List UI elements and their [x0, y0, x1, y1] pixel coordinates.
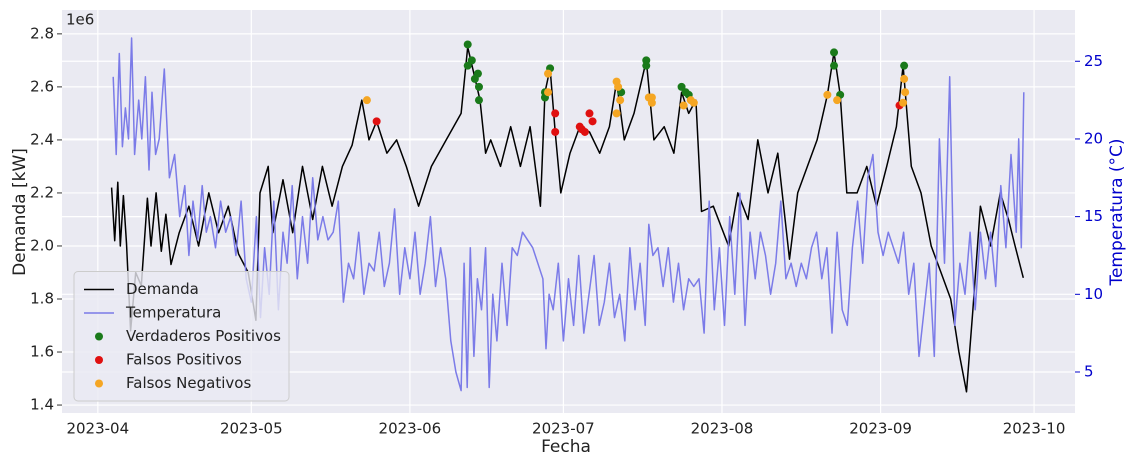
point — [362, 96, 371, 105]
y2-tick-label: 20 — [1084, 129, 1103, 147]
point — [642, 61, 651, 70]
y-tick-label: 1.4 — [30, 396, 54, 414]
point — [544, 88, 553, 97]
x-tick-label: 2023-09 — [849, 420, 912, 438]
legend-swatch — [95, 356, 103, 364]
point — [463, 40, 472, 49]
point — [588, 117, 597, 126]
y2-axis-label: Temperatura (°C) — [1107, 138, 1127, 286]
point — [830, 61, 839, 70]
point — [647, 98, 656, 107]
x-tick-label: 2023-04 — [66, 420, 129, 438]
point — [467, 56, 476, 65]
y-tick-label: 2.8 — [30, 24, 54, 42]
x-tick-label: 2023-10 — [1003, 420, 1066, 438]
point — [900, 61, 909, 70]
point — [551, 127, 560, 136]
point — [544, 69, 553, 78]
ticks: 2023-04 2023-05 2023-06 2023-07 2023-08 2023-… — [30, 24, 1103, 437]
point — [474, 82, 483, 91]
x-tick-label: 2023-06 — [379, 420, 442, 438]
legend-label: Falsos Negativos — [126, 374, 251, 392]
point — [614, 82, 623, 91]
point — [580, 127, 589, 136]
y-offset-label: 1e6 — [66, 11, 94, 29]
point — [900, 74, 909, 83]
y-tick-label: 1.8 — [30, 289, 54, 307]
legend-label: Temperatura — [125, 304, 221, 322]
line — [112, 37, 1025, 392]
legend-box — [73, 271, 290, 402]
point — [679, 101, 688, 110]
x-tick-label: 2023-05 — [220, 420, 283, 438]
point — [830, 48, 839, 57]
y2-tick-label: 10 — [1084, 285, 1103, 303]
point — [616, 96, 625, 105]
point — [689, 98, 698, 107]
y-tick-label: 2.4 — [30, 130, 54, 148]
y-tick-label: 2.0 — [30, 236, 54, 254]
marks — [110, 37, 1025, 393]
line — [110, 46, 1025, 393]
x-axis-label: Fecha — [541, 437, 591, 457]
legend-label: Verdaderos Positivos — [126, 327, 281, 345]
y2-tick-label: 5 — [1084, 362, 1094, 380]
point — [585, 109, 594, 118]
point — [899, 98, 908, 107]
y2-tick-label: 25 — [1084, 52, 1103, 70]
point — [901, 88, 910, 97]
legend-swatch — [95, 379, 103, 388]
legend-label: Falsos Positivos — [126, 351, 242, 369]
point — [823, 90, 832, 99]
y-tick-label: 1.6 — [30, 343, 54, 361]
point — [612, 109, 621, 118]
point — [474, 96, 483, 105]
y-tick-label: 2.6 — [30, 77, 54, 95]
point — [551, 109, 560, 118]
point — [372, 117, 381, 126]
y-tick-label: 2.2 — [30, 183, 54, 201]
x-tick-label: 2023-08 — [691, 420, 754, 438]
y2-tick-label: 15 — [1084, 207, 1103, 225]
y-axis-label: Demanda [kW] — [10, 148, 30, 276]
legend-label: Demanda — [126, 280, 199, 298]
legend-swatch — [95, 332, 103, 341]
point — [473, 69, 482, 78]
x-tick-label: 2023-07 — [532, 420, 595, 438]
legend: Demanda Temperatura Verdaderos Positivos Fa… — [73, 271, 290, 402]
point — [833, 96, 842, 105]
